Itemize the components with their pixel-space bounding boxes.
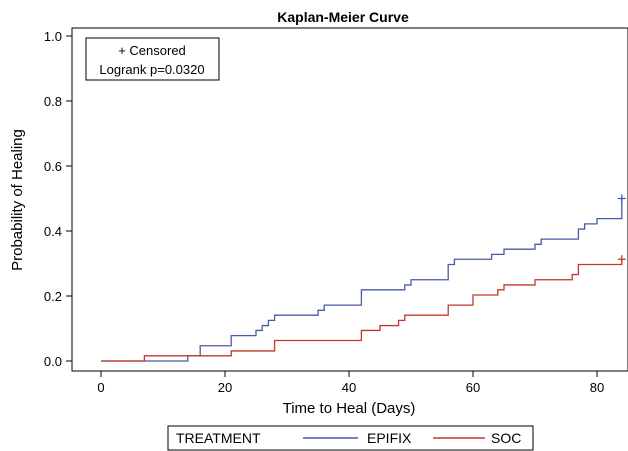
annotation-box: + Censored Logrank p=0.0320 (85, 37, 220, 81)
legend-title: TREATMENT (176, 430, 261, 446)
annotation-frame (85, 37, 220, 81)
x-tick-label: 60 (466, 380, 480, 395)
series-layer (101, 194, 626, 362)
logrank-note: Logrank p=0.0320 (99, 62, 204, 77)
legend-label-epifix: EPIFIX (367, 430, 412, 446)
plot-frame (71, 27, 628, 372)
y-tick-label: 0.8 (44, 94, 62, 109)
x-tick-label: 20 (218, 380, 232, 395)
legend-label-soc: SOC (491, 430, 521, 446)
x-tick-label: 80 (590, 380, 604, 395)
y-axis: 0.0 0.2 0.4 0.6 0.8 1.0 (44, 29, 72, 369)
chart-title: Kaplan-Meier Curve (277, 9, 409, 25)
y-tick-label: 0.6 (44, 159, 62, 174)
y-tick-label: 0.4 (44, 224, 62, 239)
legend: TREATMENT EPIFIX SOC (167, 425, 534, 451)
y-tick-label: 0.0 (44, 354, 62, 369)
x-tick-label: 40 (342, 380, 356, 395)
x-tick-label: 0 (97, 380, 104, 395)
km-curve-epifix (101, 198, 623, 362)
y-tick-label: 0.2 (44, 289, 62, 304)
censored-note: + Censored (118, 43, 186, 58)
y-tick-label: 1.0 (44, 29, 62, 44)
y-axis-label: Probability of Healing (9, 129, 26, 271)
x-axis: 0 20 40 60 80 (97, 371, 604, 395)
censor-mark-soc (617, 255, 626, 264)
km-curve-soc (101, 259, 623, 362)
x-axis-label: Time to Heal (Days) (283, 400, 416, 417)
censor-mark-epifix (617, 194, 626, 203)
